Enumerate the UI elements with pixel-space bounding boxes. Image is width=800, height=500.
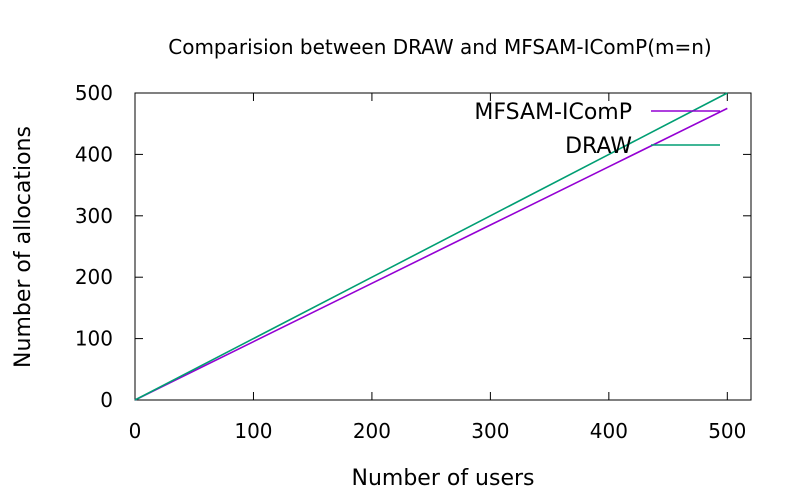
series-group: [134, 92, 728, 401]
legend-label: MFSAM-IComP: [474, 100, 632, 125]
series-line-mfsam-icomp: [134, 107, 728, 401]
plot-frame: [134, 92, 752, 401]
y-tick-label: 200: [75, 265, 113, 289]
x-tick-label: 500: [708, 419, 746, 443]
x-tick-label: 400: [590, 419, 628, 443]
x-tick-label: 100: [234, 419, 272, 443]
legend: MFSAM-IComP DRAW: [474, 100, 720, 159]
x-tick-label: 0: [129, 419, 142, 443]
y-tick-label: 0: [100, 388, 113, 412]
x-tick-label: 300: [471, 419, 509, 443]
y-axis-label: Number of allocations: [11, 126, 36, 368]
x-tick-label: 200: [353, 419, 391, 443]
y-tick-label: 100: [75, 327, 113, 351]
x-axis-label: Number of users: [351, 466, 534, 491]
y-tick-label: 500: [75, 81, 113, 105]
y-tick-label: 400: [75, 142, 113, 166]
series-line-draw: [134, 92, 728, 401]
chart-title: Comparision between DRAW and MFSAM-IComP…: [168, 35, 712, 59]
plot-area: 0 100 200 300 400 500 0 100 200 300 400 500: [75, 81, 752, 443]
legend-label: DRAW: [565, 134, 632, 159]
y-tick-label: 300: [75, 204, 113, 228]
tick-labels-group: 0 100 200 300 400 500 0 100 200 300 400 500: [75, 81, 747, 443]
